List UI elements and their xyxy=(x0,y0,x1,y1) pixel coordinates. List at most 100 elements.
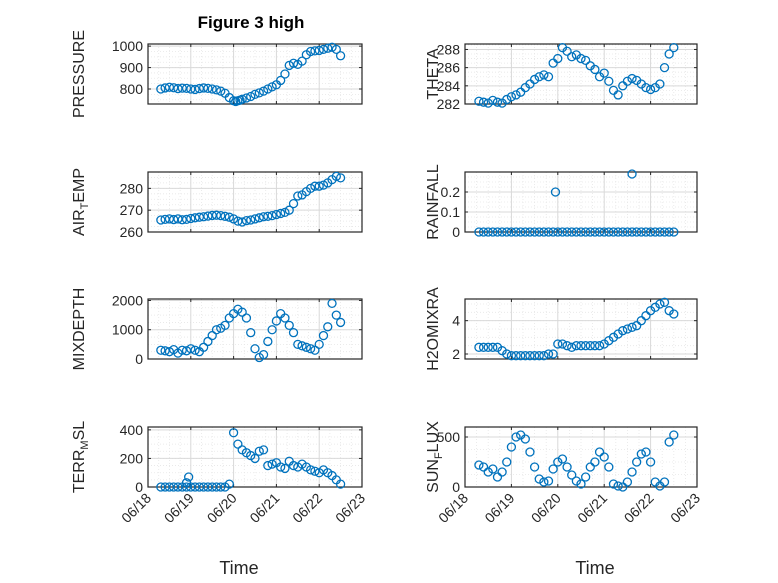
x-axis-label: Time xyxy=(575,558,614,578)
x-tick-label: 06/21 xyxy=(574,490,610,526)
data-point xyxy=(288,58,299,68)
data-point xyxy=(224,212,234,222)
data-point xyxy=(237,94,247,104)
data-point xyxy=(659,477,670,487)
data-point xyxy=(548,464,558,474)
data-point xyxy=(314,181,324,191)
data-point xyxy=(594,447,605,457)
data-point xyxy=(293,339,303,350)
data-point xyxy=(571,227,582,237)
data-point xyxy=(520,351,530,361)
data-point xyxy=(502,227,512,237)
data-point xyxy=(669,430,679,440)
data-point xyxy=(280,463,290,474)
data-point xyxy=(525,227,535,237)
data-point xyxy=(604,76,614,86)
data-point xyxy=(216,210,226,221)
data-point xyxy=(184,472,194,482)
data-point xyxy=(211,210,222,220)
data-point xyxy=(659,62,670,73)
data-point xyxy=(590,227,600,237)
data-point xyxy=(525,351,535,361)
data-point xyxy=(258,349,269,360)
data-point xyxy=(293,191,303,201)
data-point xyxy=(659,227,670,237)
data-point xyxy=(177,215,187,225)
data-point xyxy=(655,299,665,309)
y-tick-label: 4 xyxy=(452,313,460,329)
data-point xyxy=(492,97,503,107)
data-point xyxy=(181,478,192,488)
y-tick-label: 400 xyxy=(120,422,144,438)
data-point xyxy=(310,181,320,191)
data-point xyxy=(160,346,170,356)
data-point xyxy=(645,84,656,95)
data-point xyxy=(599,227,609,237)
x-tick-label: 06/20 xyxy=(204,490,240,526)
data-point xyxy=(331,44,341,55)
data-point xyxy=(506,92,517,102)
data-point xyxy=(511,90,521,100)
data-point xyxy=(305,46,316,57)
axes-box xyxy=(464,426,698,488)
data-point xyxy=(636,316,646,326)
data-point xyxy=(280,207,290,218)
data-point xyxy=(335,317,346,328)
data-point xyxy=(613,481,623,491)
x-tick-label: 06/23 xyxy=(332,490,368,526)
data-point xyxy=(543,349,554,359)
data-point xyxy=(331,310,341,320)
data-point xyxy=(553,339,563,349)
data-point xyxy=(580,227,591,237)
data-point xyxy=(571,341,582,351)
data-point xyxy=(186,213,196,224)
data-point xyxy=(164,82,175,92)
data-point xyxy=(288,460,299,471)
data-point xyxy=(529,351,540,361)
data-point xyxy=(585,227,595,237)
data-point xyxy=(641,82,651,93)
data-point xyxy=(613,227,623,237)
data-point xyxy=(327,42,337,52)
data-point xyxy=(164,347,175,357)
data-point xyxy=(590,457,600,467)
data-point xyxy=(645,227,656,237)
data-point xyxy=(655,79,665,89)
data-point xyxy=(488,227,498,237)
data-point xyxy=(335,51,346,61)
data-point xyxy=(557,454,568,464)
data-point xyxy=(557,227,568,237)
data-point xyxy=(604,227,614,237)
y-tick-label: 288 xyxy=(437,41,461,57)
data-point xyxy=(271,209,282,220)
data-point xyxy=(543,72,554,82)
data-point xyxy=(250,89,260,100)
x-tick-label: 06/18 xyxy=(118,490,154,526)
data-point xyxy=(594,341,605,351)
data-point xyxy=(194,212,205,222)
data-point xyxy=(632,457,642,467)
data-point xyxy=(474,342,484,352)
y-tick-label: 0 xyxy=(135,479,143,495)
y-tick-label: 0 xyxy=(452,479,460,495)
y-tick-label: 284 xyxy=(437,78,461,94)
data-point xyxy=(237,307,247,317)
x-tick-label: 06/22 xyxy=(289,490,325,526)
data-point xyxy=(525,447,535,457)
data-point xyxy=(483,227,493,237)
data-point xyxy=(228,428,239,438)
data-point xyxy=(622,227,633,237)
y-tick-label: 282 xyxy=(437,96,461,112)
data-point xyxy=(534,474,544,484)
data-point xyxy=(323,43,333,53)
y-axis-label: RAINFALL xyxy=(425,164,442,240)
data-point xyxy=(224,479,234,489)
data-point xyxy=(246,215,256,225)
data-point xyxy=(250,344,260,354)
data-point xyxy=(580,55,591,66)
data-point xyxy=(250,214,260,224)
data-point xyxy=(478,462,489,472)
data-point xyxy=(594,227,605,237)
data-point xyxy=(228,214,239,224)
